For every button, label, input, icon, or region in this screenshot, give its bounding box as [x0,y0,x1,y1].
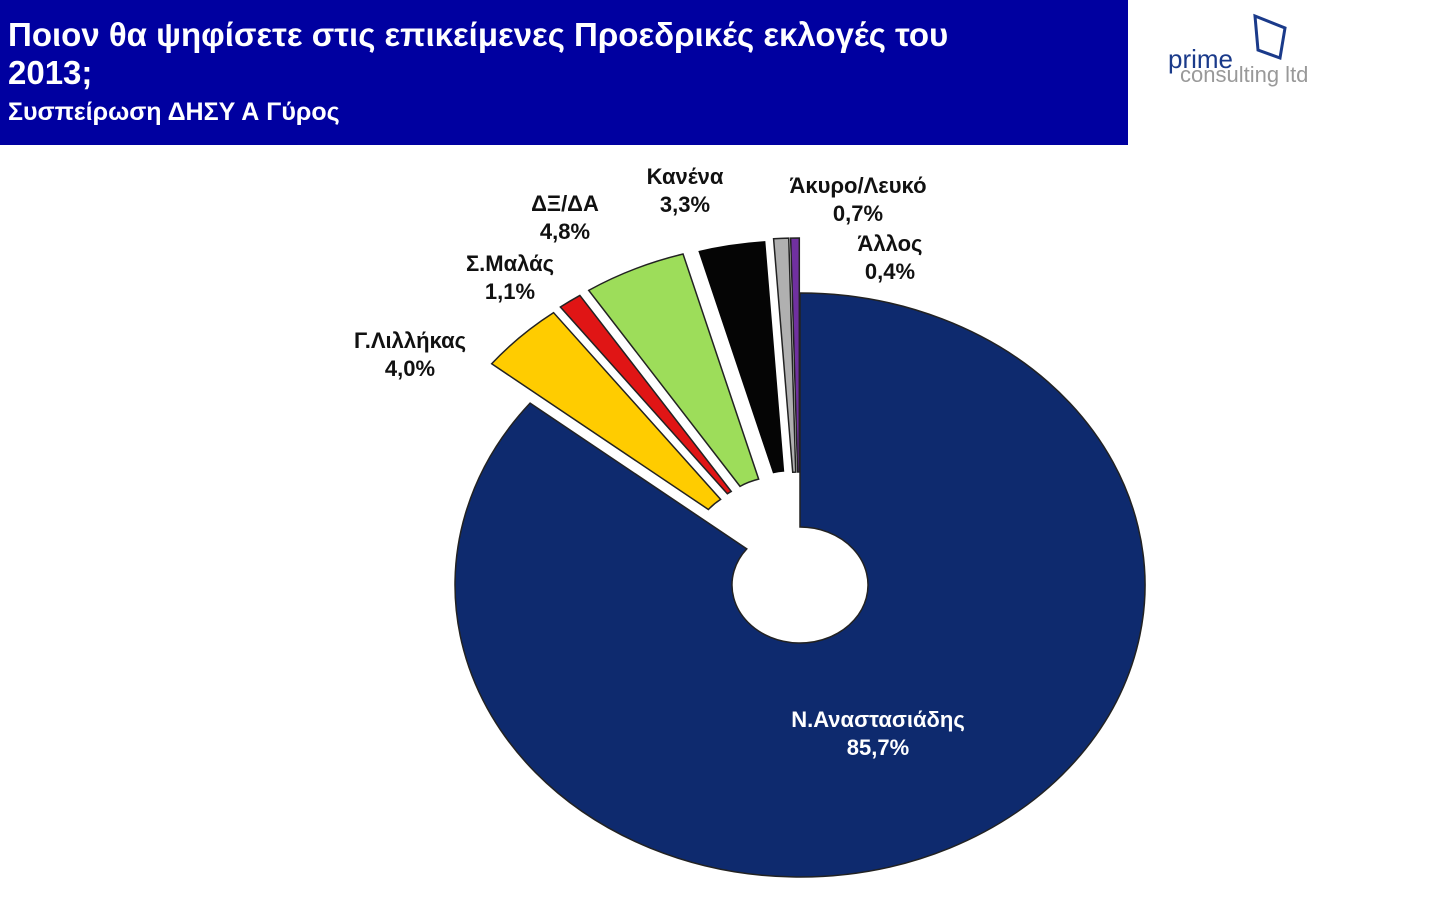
title-text-line2: 2013; [8,54,92,91]
slice-label: Άκυρο/Λευκό [789,173,926,198]
slice-label: Ν.Αναστασιάδης [791,707,965,732]
slice-label: Άλλος [858,231,923,256]
slice [772,237,797,473]
header-band [0,0,1128,145]
chart-subtitle: Συσπείρωση ΔΗΣΥ Α Γύρος [8,98,340,126]
logo: prime consulting ltd [1168,13,1308,87]
chart-title: Ποιον θα ψηφίσετε στις επικείμενες Προεδ… [8,16,948,91]
slice-label: ΔΞ/ΔΑ [531,191,599,216]
value-label: 1,1% [485,279,535,304]
value-label: 3,3% [660,192,710,217]
slice [559,294,733,495]
value-label: 4,8% [540,219,590,244]
title-text: Ποιον θα ψηφίσετε στις επικείμενες Προεδ… [8,16,948,53]
logo-line2: consulting ltd [1180,62,1308,87]
slice [789,237,801,473]
slice [490,311,722,511]
value-label: 0,4% [865,259,915,284]
logo-line1: prime [1168,44,1233,74]
value-label: 85,7% [847,735,909,760]
value-label: 4,0% [385,356,435,381]
logo-icon [1253,13,1287,61]
value-label: 0,7% [833,201,883,226]
slice-label: Γ.Λιλλήκας [354,328,466,353]
slice-label: Σ.Μαλάς [466,251,554,276]
slice [454,292,1146,878]
slice [587,253,760,488]
slice [694,237,788,477]
slice-label: Κανένα [647,164,724,189]
